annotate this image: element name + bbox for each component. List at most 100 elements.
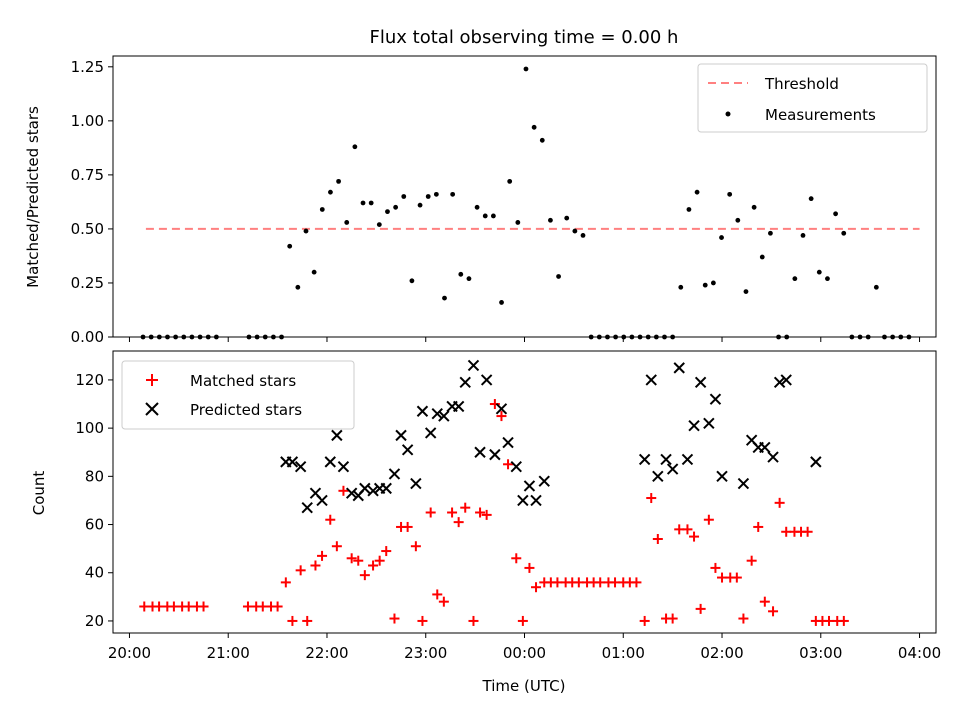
predicted-star-point [286,456,299,468]
measurement-point [605,334,610,340]
measurement-point [556,274,561,279]
measurement-point [515,220,521,225]
measurement-point [596,334,602,340]
measurement-point [759,254,765,260]
measurement-point [165,334,170,340]
predicted-star-point [780,374,792,386]
matched-star-point [389,613,400,624]
matched-star-point [731,572,742,583]
predicted-star-point [773,376,786,389]
bottom-y-tick-label: 60 [85,516,104,534]
predicted-star-point [438,410,450,422]
measurement-point [792,276,798,282]
matched-star-point [759,596,770,607]
measurement-point [776,334,781,340]
top-legend-box [697,63,928,133]
matched-star-point [325,514,336,525]
measurement-point [279,334,284,340]
matched-star-point [198,601,209,612]
predicted-star-point [474,446,486,458]
predicted-star-point [538,475,550,487]
measurement-point [156,334,162,340]
legend-measurements-swatch [725,111,731,117]
predicted-star-point [510,460,522,473]
predicted-star-point [301,501,313,514]
measurement-point [344,220,350,225]
measurement-point [319,207,325,212]
measurement-point [645,334,651,340]
top-y-tick-label: 0.00 [71,328,104,346]
predicted-star-point [666,463,679,475]
predicted-star-point [652,470,664,483]
measurement-points [140,66,912,340]
matched-star-point [417,615,428,626]
top-x-axis-ticks [128,337,921,342]
predicted-star-point [737,477,750,490]
measurement-point [450,191,456,197]
predicted-star-point [716,470,728,483]
measurement-point [287,243,293,249]
measurement-point [442,295,447,301]
matched-star-point [381,546,392,557]
measurement-point [548,217,553,223]
predicted-star-point [452,400,465,413]
measurement-point [653,334,659,340]
measurement-point [670,334,676,340]
measurement-point [621,334,627,340]
predicted-star-point [459,376,471,389]
legend-predicted-label: Predicted stars [190,401,302,419]
measurement-point [271,334,276,340]
measurement-point [564,215,570,221]
matched-star-point [524,562,535,573]
bottom-y-tick-label: 120 [75,371,104,389]
matched-star-point [425,507,436,518]
matched-star-point [432,589,443,600]
predicted-star-point [638,453,651,466]
bottom-x-tick-label: 21:00 [207,644,250,662]
measurement-point [181,334,187,340]
measurement-point [197,334,203,340]
measurement-point [311,269,317,275]
matched-star-point [689,531,700,542]
predicted-star-point [416,405,429,417]
bottom-x-tick-label: 04:00 [898,644,941,662]
matched-star-point [310,560,321,571]
matched-star-point [703,514,714,525]
predicted-star-point [324,456,336,468]
bottom-y-tick-label: 20 [85,612,104,630]
matched-star-point [489,399,500,410]
predicted-star-point [345,487,358,499]
predicted-star-point [467,359,480,372]
matched-star-point [639,615,650,626]
legend-measurements-label: Measurements [765,106,876,124]
measurement-point [303,228,309,234]
top-y-axis: 0.00 0.25 0.50 0.75 1.00 1.25 [71,58,113,346]
measurement-point [328,189,333,195]
bottom-x-tick-label: 02:00 [700,644,743,662]
bottom-x-tick-label: 22:00 [305,644,348,662]
matched-star-point [503,459,514,470]
matched-star-point [652,534,663,544]
measurement-point [662,334,667,340]
predicted-star-point [331,429,343,442]
matched-star-point [738,613,749,624]
predicted-stars-points [280,359,822,514]
measurement-point [205,334,211,340]
matched-star-point [402,521,413,532]
predicted-star-point [424,427,437,439]
predicted-star-point [367,485,379,497]
predicted-star-point [337,460,350,473]
measurement-point [173,334,179,340]
matched-star-point [531,582,542,593]
matched-star-point [646,493,657,504]
matched-star-point [295,565,306,576]
measurement-point [906,334,912,340]
matched-star-point [710,562,721,573]
measurement-point [784,334,790,340]
predicted-star-point [517,494,529,507]
predicted-star-point [495,403,508,415]
measurement-point [490,213,496,219]
predicted-star-point [410,477,422,490]
measurement-point [719,235,724,240]
